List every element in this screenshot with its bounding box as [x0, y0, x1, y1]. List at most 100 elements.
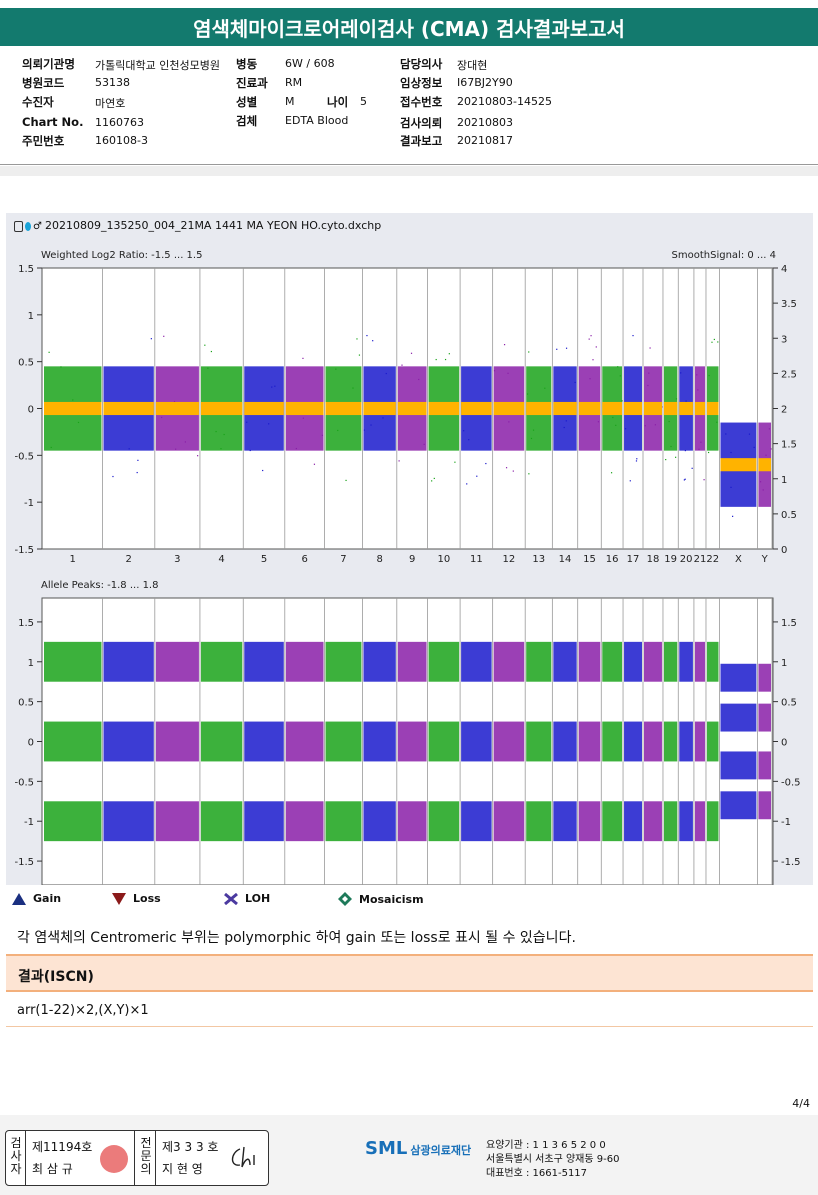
allele-band — [200, 721, 243, 762]
chart-label: Chart No. — [22, 115, 84, 129]
legend-mosaicism: Mosaicism — [338, 892, 424, 906]
address-line3: 대표번호 : 1661-5117 — [486, 1168, 588, 1179]
cma-plot-panel: ♂ 20210809_135250_004_21MA 1441 MA YEON H… — [6, 213, 813, 885]
allele-band — [694, 801, 705, 842]
allele-band — [493, 641, 525, 682]
probe-point — [619, 375, 621, 377]
probe-point — [493, 370, 496, 372]
allele-band — [624, 721, 643, 762]
probe-point — [72, 399, 74, 401]
smooth-signal — [720, 458, 757, 472]
probe-point — [448, 353, 450, 355]
allele-band — [602, 801, 623, 842]
probe-point — [762, 489, 764, 491]
allele-band — [758, 791, 771, 820]
allele-band — [103, 721, 154, 762]
allele-band — [363, 721, 396, 762]
probe-point — [680, 372, 682, 374]
probe-point — [665, 458, 667, 461]
probe-point — [697, 389, 699, 391]
allele-band — [694, 641, 705, 682]
legend-loh-label: LOH — [245, 892, 271, 905]
probe-point — [684, 478, 686, 480]
ssn-label: 주민번호 — [22, 134, 65, 148]
org-address: 요양기관 : 1 1 3 6 5 2 0 0 서울특별시 서초구 양재동 9-6… — [486, 1139, 619, 1181]
allele-tick-label: 0.5 — [18, 698, 34, 709]
legend-mosaicism-label: Mosaicism — [359, 892, 424, 906]
allele-band — [244, 641, 284, 682]
name-value: 마연호 — [95, 97, 126, 110]
probe-point — [345, 479, 347, 482]
divider-band — [0, 166, 818, 176]
allele-band — [679, 641, 693, 682]
allele-band — [663, 641, 678, 682]
probe-point — [717, 341, 719, 343]
probe-point — [635, 460, 638, 462]
allele-band — [602, 721, 623, 762]
sml-logo-text: SML — [365, 1138, 408, 1159]
org-label: 의뢰기관명 — [22, 57, 75, 71]
probe-point — [675, 456, 677, 458]
allele-band — [720, 703, 757, 732]
smooth-signal — [679, 401, 693, 416]
doctor-label: 담당의사 — [400, 57, 443, 71]
probe-point — [592, 359, 594, 361]
sign2-license: 제3 3 3 호 — [162, 1140, 219, 1154]
legend-loss-label: Loss — [133, 892, 161, 905]
probe-point — [770, 448, 772, 450]
probe-point — [302, 357, 304, 359]
probe-point — [716, 421, 718, 423]
dept-value: RM — [285, 76, 303, 89]
allele-band — [285, 641, 324, 682]
chromosome-label: 19 — [664, 554, 677, 565]
probe-point — [507, 372, 509, 374]
allele-band — [285, 721, 324, 762]
probe-point — [654, 424, 656, 426]
allele-band — [363, 801, 396, 842]
probe-point — [485, 462, 487, 465]
allele-band — [44, 801, 102, 842]
org-value: 가톨릭대학교 인천성모병원 — [95, 59, 220, 72]
probe-point — [753, 446, 755, 449]
probe-point — [274, 385, 276, 387]
chromosome-label: 9 — [409, 554, 415, 565]
allele-band — [602, 641, 623, 682]
probe-point — [366, 334, 368, 337]
probe-point — [648, 372, 650, 374]
request-value: 20210803 — [457, 116, 513, 129]
probe-point — [675, 398, 678, 400]
probe-point — [295, 447, 297, 450]
smooth-signal — [200, 401, 243, 416]
probe-point — [468, 439, 470, 441]
allele-band — [720, 751, 757, 780]
report-label: 결과보고 — [400, 134, 443, 148]
allele-tick-label: -1 — [24, 817, 34, 828]
allele-band — [720, 791, 757, 820]
probe-point — [382, 417, 384, 419]
probe-point — [589, 378, 591, 380]
clinical-value: I67BJ2Y90 — [457, 76, 513, 89]
allele-band — [578, 641, 601, 682]
probe-point — [173, 400, 176, 403]
allele-band — [553, 641, 577, 682]
allele-band — [644, 641, 662, 682]
probe-point — [698, 448, 700, 450]
allele-band — [706, 641, 719, 682]
probe-point — [565, 347, 568, 349]
chromosome-label: 2 — [125, 554, 131, 565]
allele-band — [44, 641, 102, 682]
legend-loss: Loss — [112, 892, 161, 905]
allele-band — [679, 801, 693, 842]
probe-point — [150, 338, 152, 340]
chart-value: 1160763 — [95, 116, 144, 129]
smooth-signal — [663, 401, 678, 416]
probe-point — [759, 481, 762, 483]
probe-point — [508, 421, 510, 423]
smooth-signal — [397, 401, 427, 416]
probe-point — [503, 344, 506, 346]
probe-point — [595, 346, 597, 348]
probe-point — [476, 475, 478, 477]
probe-point — [112, 475, 114, 478]
probe-point — [363, 429, 365, 431]
chromosome-label: Y — [761, 554, 769, 565]
